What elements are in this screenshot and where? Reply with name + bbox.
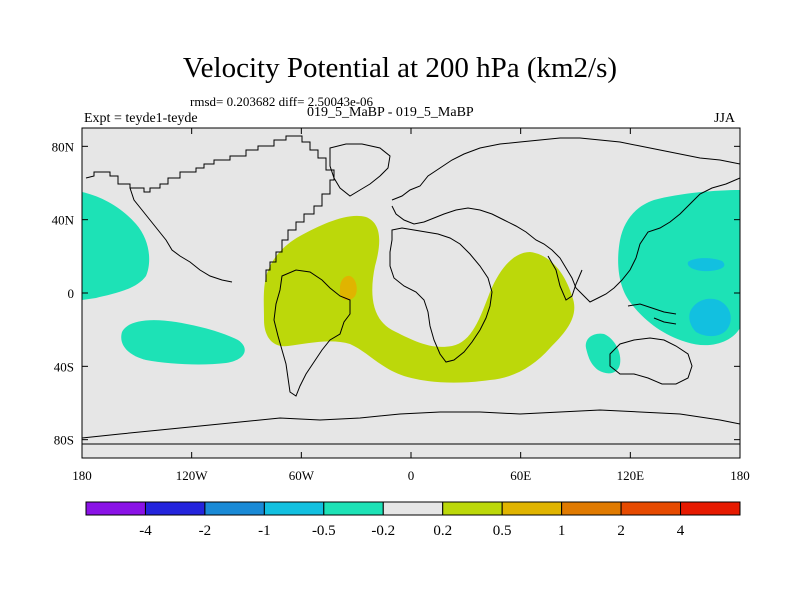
season-label: JJA [714, 111, 736, 126]
region-positive-peak [339, 275, 357, 301]
cases-label: 019_5_MaBP - 019_5_MaBP [307, 105, 474, 120]
shaded-regions [82, 190, 740, 383]
stats-line: rmsd= 0.203682 diff= 2.50043e-06 [190, 94, 374, 109]
chart-title: Velocity Potential at 200 hPa (km2/s) [182, 52, 618, 84]
x-tick-label: 180 [72, 468, 92, 483]
colorbar-label: 0.2 [433, 523, 452, 539]
colorbar-label: -0.5 [312, 523, 336, 539]
y-tick-label: 80S [54, 433, 74, 448]
x-tick-label: 60W [289, 468, 315, 483]
colorbar-label: -1 [258, 523, 271, 539]
colorbar-label: 2 [617, 523, 625, 539]
region-positive-high [263, 215, 575, 383]
colorbar-swatch [144, 501, 206, 516]
colorbar: -4 -2 -1 -0.5 -0.2 0.2 0.5 1 2 4 [85, 501, 741, 539]
x-tick-label: 120E [617, 468, 645, 483]
greenland-outline [329, 143, 391, 197]
africa-outline [389, 227, 493, 363]
colorbar-swatch [204, 501, 265, 516]
region-negative-south-pacific [121, 320, 245, 365]
region-negative-core-north [687, 258, 725, 272]
north-america-outline [85, 135, 335, 282]
north-america-west-coast [129, 187, 233, 283]
colorbar-swatch [323, 501, 384, 516]
colorbar-swatch [501, 501, 563, 516]
india-outline [547, 255, 583, 301]
x-tick-label: 120W [176, 468, 209, 483]
continent-outlines [81, 135, 741, 445]
x-axis: 180 120W 60W 0 60E 120E 180 [72, 128, 750, 483]
colorbar-label: -0.2 [371, 523, 395, 539]
maritime-continent-outline [627, 303, 677, 325]
y-tick-label: 40N [52, 213, 75, 228]
eurasia-outline [391, 137, 741, 303]
y-tick-label: 40S [54, 359, 74, 374]
colorbar-label: 0.5 [493, 523, 512, 539]
colorbar-swatch [382, 501, 444, 516]
colorbar-swatch [620, 501, 682, 516]
antarctica-outline [81, 409, 741, 439]
colorbar-swatch [85, 501, 146, 516]
y-tick-label: 80N [52, 139, 75, 154]
colorbar-swatch [263, 501, 325, 516]
colorbar-label: -2 [199, 523, 212, 539]
region-negative-north-pacific [82, 192, 150, 300]
colorbar-swatch [561, 501, 622, 516]
x-tick-label: 60E [510, 468, 531, 483]
colorbar-label: 1 [558, 523, 566, 539]
colorbar-label: 4 [677, 523, 685, 539]
region-negative-indian-ocean [585, 333, 621, 374]
x-tick-label: 0 [408, 468, 415, 483]
colorbar-label: -4 [139, 523, 152, 539]
y-tick-label: 0 [68, 286, 75, 301]
colorbar-swatch [680, 501, 741, 516]
x-tick-label: 180 [730, 468, 750, 483]
region-negative-core-south [689, 298, 731, 337]
colorbar-swatch [442, 501, 503, 516]
experiment-label: Expt = teyde1-teyde [84, 111, 198, 126]
y-axis: 80N 40N 0 40S 80S [52, 139, 740, 448]
south-america-outline [273, 269, 351, 397]
australia-outline [609, 337, 693, 385]
